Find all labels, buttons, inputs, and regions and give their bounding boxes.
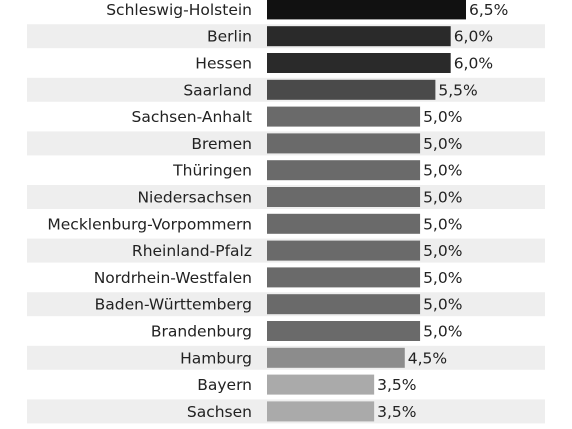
category-label: Baden-Württemberg [95,296,252,314]
value-label: 5,0% [423,296,462,314]
category-label: Niedersachsen [137,189,252,207]
bar [267,106,421,127]
bar [267,347,405,368]
category-label: Hamburg [180,349,252,367]
value-label: 5,0% [423,108,462,126]
bar [267,53,451,73]
category-labels: Schleswig-Holstein Berlin Hessen Saarland Sa… [47,1,252,421]
category-label: Bremen [191,135,252,153]
value-label: 5,0% [423,242,462,260]
bar [267,294,421,315]
value-label: 5,0% [423,162,462,180]
bar [267,213,421,234]
value-label: 5,0% [423,269,462,287]
bar [267,321,421,341]
value-labels: 6,5% 6,0% 6,0% 5,5% 5,0% 5,0% 5,0% 5,0% 5,0% 5,0%… [377,1,508,421]
category-label: Sachsen-Anhalt [131,108,252,126]
value-label: 5,0% [423,215,462,233]
bar [267,187,421,207]
value-label: 6,0% [454,28,493,46]
value-label: 3,5% [377,376,416,394]
bars [267,0,466,422]
bar [267,374,375,395]
bar [267,267,421,288]
value-label: 4,5% [408,349,447,367]
category-label: Sachsen [187,403,252,421]
category-label: Schleswig-Holstein [106,1,252,19]
value-label: 6,5% [469,1,508,19]
value-label: 3,5% [377,403,416,421]
category-label: Mecklenburg-Vorpommern [47,215,252,233]
category-label: Saarland [183,81,252,99]
bar [267,79,436,100]
category-label: Hessen [195,55,252,73]
category-label: Thüringen [172,162,252,180]
value-label: 5,0% [423,135,462,153]
value-label: 6,0% [454,55,493,73]
category-label: Bayern [197,376,252,394]
category-label: Berlin [207,28,252,46]
bar [267,160,421,181]
category-label: Brandenburg [151,323,252,341]
value-label: 5,0% [423,189,462,207]
bar [267,401,375,422]
category-label: Nordrhein-Westfalen [94,269,252,287]
value-label: 5,0% [423,323,462,341]
bar [267,26,451,47]
category-label: Rheinland-Pfalz [132,242,252,260]
bar [267,0,466,20]
bar [267,133,421,154]
value-label: 5,5% [438,81,477,99]
bar [267,240,421,261]
